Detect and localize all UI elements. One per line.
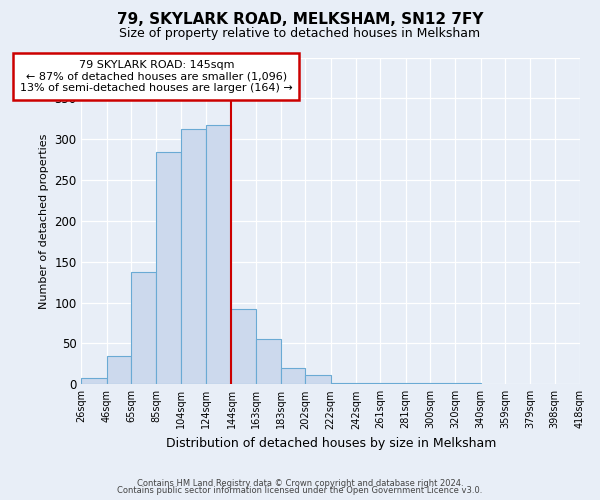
Bar [232, 309, 256, 384]
Y-axis label: Number of detached properties: Number of detached properties [39, 133, 49, 308]
Bar [107, 356, 131, 384]
Bar [181, 130, 206, 384]
Text: Contains HM Land Registry data © Crown copyright and database right 2024.: Contains HM Land Registry data © Crown c… [137, 478, 463, 488]
Bar [157, 152, 181, 384]
Text: 79, SKYLARK ROAD, MELKSHAM, SN12 7FY: 79, SKYLARK ROAD, MELKSHAM, SN12 7FY [117, 12, 483, 28]
X-axis label: Distribution of detached houses by size in Melksham: Distribution of detached houses by size … [166, 437, 496, 450]
Bar [131, 272, 157, 384]
Bar [331, 382, 356, 384]
Bar [281, 368, 305, 384]
Text: Size of property relative to detached houses in Melksham: Size of property relative to detached ho… [119, 28, 481, 40]
Bar [305, 376, 331, 384]
Bar [82, 378, 107, 384]
Text: 79 SKYLARK ROAD: 145sqm
← 87% of detached houses are smaller (1,096)
13% of semi: 79 SKYLARK ROAD: 145sqm ← 87% of detache… [20, 60, 293, 93]
Bar [256, 340, 281, 384]
Bar [206, 126, 232, 384]
Text: Contains public sector information licensed under the Open Government Licence v3: Contains public sector information licen… [118, 486, 482, 495]
